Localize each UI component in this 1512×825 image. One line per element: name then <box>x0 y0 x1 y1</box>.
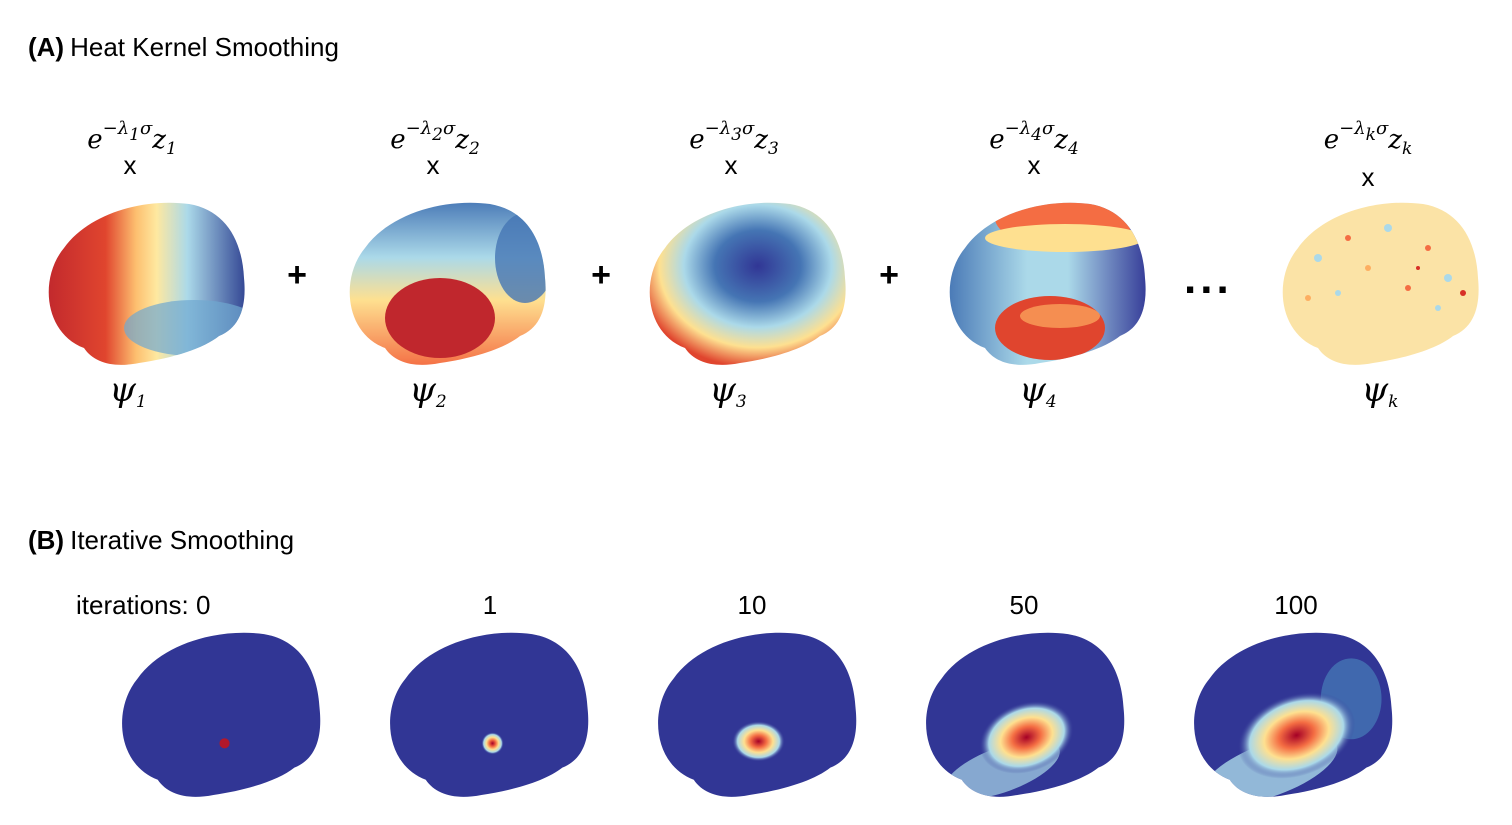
smoothing-brain-1 <box>390 632 589 797</box>
section-b-tag: (B) <box>28 525 65 555</box>
smoothing-brain-50 <box>926 632 1125 797</box>
iteration-label-100: 100 <box>1274 590 1318 620</box>
psi-label-4: ψ4 <box>1019 370 1057 412</box>
eigenfunction-brain-4 <box>949 202 1146 365</box>
section-b-title: (B) Iterative Smoothing <box>28 525 294 556</box>
psi-label-2: ψ2 <box>409 370 447 412</box>
psi-label-3: ψ3 <box>709 370 747 412</box>
section-a-title-text: Heat Kernel Smoothing <box>70 32 339 62</box>
psi-label-1: ψ1 <box>109 370 147 412</box>
psi-label-k: ψk <box>1361 370 1399 412</box>
eigenfunction-brain-1 <box>48 202 245 365</box>
times-sign-3: x <box>724 150 738 180</box>
times-sign-2: x <box>426 150 440 180</box>
section-b-title-text: Iterative Smoothing <box>70 525 295 555</box>
smoothing-brain-0 <box>122 632 321 797</box>
eigenfunction-brain-3 <box>649 202 846 365</box>
coefficient-3: e−λ3σz3 <box>689 118 779 159</box>
eigenfunction-brain-2 <box>349 202 546 365</box>
plus-sign-1: + <box>287 256 307 294</box>
section-a-title: (A) Heat Kernel Smoothing <box>28 32 339 63</box>
smoothing-brain-10 <box>658 632 857 797</box>
iteration-label-50: 50 <box>1009 590 1039 620</box>
times-sign-k: x <box>1361 162 1375 192</box>
coefficient-k: e−λkσzk <box>1323 118 1413 159</box>
smoothing-brain-100 <box>1194 632 1393 797</box>
plus-sign-3: + <box>879 256 899 294</box>
times-sign-1: x <box>123 150 137 180</box>
coefficient-2: e−λ2σz2 <box>390 118 480 159</box>
section-a-tag: (A) <box>28 32 65 62</box>
eigenfunction-brain-k <box>1282 202 1479 365</box>
iteration-label-0: iterations: 0 <box>76 590 211 620</box>
coefficient-1: e−λ1σz1 <box>87 118 177 159</box>
times-sign-4: x <box>1027 150 1041 180</box>
plus-sign-2: + <box>591 256 611 294</box>
iteration-label-1: 1 <box>482 590 498 620</box>
iteration-label-10: 10 <box>737 590 767 620</box>
coefficient-4: e−λ4σz4 <box>989 118 1079 159</box>
ellipsis: ... <box>1184 254 1233 303</box>
